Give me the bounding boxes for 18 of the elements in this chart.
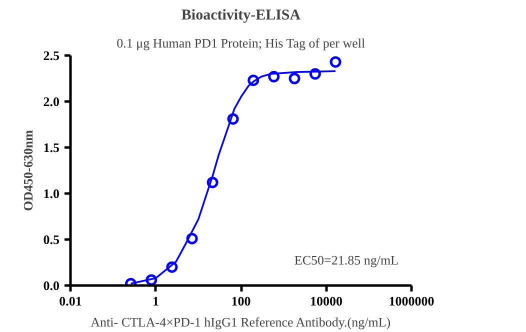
- point: [288, 72, 300, 84]
- x-tick-label: 10000: [310, 294, 342, 308]
- x-axis-title: Anti- CTLA-4×PD-1 hIgG1 Reference Antibody.(ng/mL): [90, 314, 391, 330]
- y-tick-label: 1.5: [43, 140, 60, 155]
- x-tick-label: 1000000: [388, 294, 434, 308]
- y-tick-label: 2.5: [43, 48, 60, 63]
- y-tick-label: 0.5: [43, 232, 60, 247]
- y-tick-label: 2.0: [43, 94, 60, 109]
- y-tick-label: 1.0: [43, 186, 60, 201]
- y-tick-label: 0.0: [43, 278, 60, 293]
- annotation: EC50=21.85 ng/mL: [294, 252, 399, 268]
- y-axis-title: OD450-630nm: [20, 130, 36, 211]
- point: [330, 56, 342, 68]
- chart-title: Bioactivity-ELISA: [181, 8, 301, 24]
- x-tick-label: 100: [231, 294, 251, 308]
- x-tick-label: 1: [152, 294, 159, 308]
- chart-subtitle: 0.1 μg Human PD1 Protein; His Tag of per well: [116, 36, 366, 50]
- x-tick-label: 0.01: [59, 294, 82, 308]
